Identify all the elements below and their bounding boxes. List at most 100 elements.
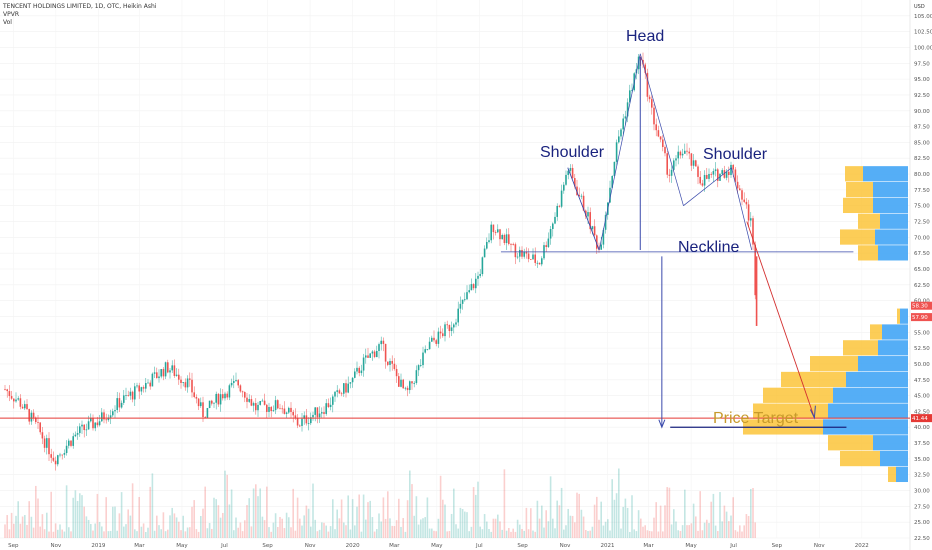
volume-bar [52,531,55,538]
candle-body [692,160,695,166]
candle-body [367,355,369,358]
volume-bar [624,498,627,538]
candle-body [415,370,418,383]
candle-body [140,387,143,392]
candle-body [578,195,580,197]
volume-bar [677,530,679,538]
candle-body [195,396,198,399]
candle-body [675,158,677,161]
candle-body [301,418,303,426]
candle-body [57,455,59,465]
target-price-label: 41.44 [912,416,928,422]
volume-bar [565,525,567,538]
x-tick-label: Nov [560,543,571,549]
volume-bar [428,528,431,538]
candle-body [266,404,268,412]
volume-bar [164,531,167,538]
volume-bar [17,501,19,538]
volume-bar [420,519,422,538]
volume-bar [596,496,598,538]
candle-body [52,457,55,461]
volume-bar [321,522,323,538]
candle-body [39,422,41,433]
currency-label: USD [914,4,925,10]
vpvr-label[interactable]: VPVR [3,11,19,18]
volume-bar [343,522,345,538]
candle-body [712,171,715,175]
pattern-line [639,53,684,206]
candle-body [411,381,413,384]
volume-bar [659,505,662,538]
volume-bar [6,515,8,538]
volume-profile-bar-buy [828,403,908,419]
candle-body [398,376,400,387]
candle-body [732,164,734,170]
candle-body [98,421,101,426]
volume-bar [501,529,503,538]
volume-bar [202,508,204,538]
candle-body [670,169,673,176]
x-tick-label: Mar [389,543,400,549]
candle-body [142,387,145,389]
volume-bar [468,531,470,538]
volume-bar [534,531,536,538]
candle-body [552,223,554,230]
candle-body [437,331,440,344]
volume-bar [402,518,404,538]
candle-body [725,171,728,178]
candle-body [233,381,235,383]
candle-body [26,404,28,410]
volume-bar [48,531,50,538]
volume-bar [481,529,484,538]
candle-body [708,173,710,179]
volume-bar [299,518,301,538]
volume-bar [494,518,497,538]
candle-body [457,308,459,323]
volume-profile-bar-buy [873,435,908,451]
vol-label[interactable]: Vol [3,19,12,26]
volume-bar [277,527,279,538]
candle-body [464,299,466,301]
y-tick-label: 72.50 [914,220,930,226]
candle-body [206,408,209,419]
volume-bar [175,517,178,538]
candle-body [393,363,396,369]
candle-body [501,234,503,240]
candle-body [404,387,407,389]
volume-bar [222,512,224,538]
volume-bar [684,489,686,538]
volume-bar [35,485,37,538]
y-tick-label: 25.00 [914,520,930,526]
volume-bar [195,529,198,538]
volume-bar [107,531,110,538]
volume-bar [519,524,521,538]
candle-body [94,422,96,429]
volume-bar [673,509,675,538]
candle-body [41,432,44,439]
candle-body [499,229,501,240]
volume-bar [39,526,41,538]
volume-bar [736,531,739,538]
volume-bar [741,531,743,538]
volume-profile-bar-buy [878,340,908,356]
volume-bar [285,512,288,538]
candle-body [519,249,521,257]
candle-body [446,324,448,326]
candle-body [347,383,349,393]
candle-body [321,412,323,414]
volume-bar [138,496,140,538]
volume-bar [530,508,532,538]
volume-bar [105,497,107,538]
volume-bar [620,528,622,538]
candle-body [197,398,200,407]
candle-body [32,412,35,418]
volume-bar [404,531,407,538]
volume-profile-bar-sell [858,213,880,229]
volume-bar [15,515,17,538]
candle-body [653,107,655,125]
candle-body [323,412,325,414]
candle-body [10,396,13,399]
volume-bar [54,523,57,538]
candle-body [688,151,690,154]
